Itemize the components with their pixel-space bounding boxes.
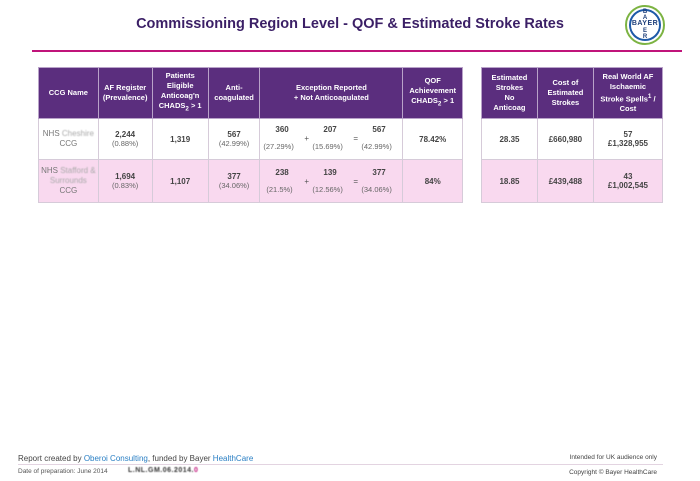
real-world-cell: 43 £1,002,545 [592, 159, 664, 203]
copyright: Copyright © Bayer HealthCare [569, 469, 657, 476]
report-credit: Report created by Oberoi Consulting, fun… [18, 454, 254, 463]
job-code: L.NL.GM.06.2014.0 [128, 467, 199, 474]
audience-note: Intended for UK audience only [569, 454, 657, 461]
eligible-cell: 1,107 [151, 159, 209, 203]
qof-table-header-row: CCG Name AF Register (Prevalence) Patient… [38, 67, 463, 119]
cost-cell: £660,980 [536, 118, 594, 160]
ccg-name-cell: NHS Cheshire CCG [38, 118, 99, 160]
eligible-cell: 1,319 [151, 118, 209, 160]
table-row: 28.35 £660,980 57 £1,328,955 [481, 118, 664, 160]
stroke-table-header-row: Estimated Strokes No Anticoag Cost of Estima… [481, 67, 664, 119]
header-estimated-strokes: Estimated Strokes No Anticoag [481, 67, 538, 119]
qof-table: CCG Name AF Register (Prevalence) Patient… [38, 67, 463, 203]
stroke-table: Estimated Strokes No Anticoag Cost of Estima… [481, 67, 664, 203]
header-anticoagulated: Anti-coagulated [207, 67, 261, 119]
header-real-world: Real World AF Ischaemic Stroke Spells1 /Co… [592, 67, 664, 119]
table-row: 18.85 £439,488 43 £1,002,545 [481, 159, 664, 203]
header-cost-estimated: Cost of Estimated Strokes [536, 67, 594, 119]
anticoagulated-cell: 567 (42.99%) [207, 118, 261, 160]
anticoagulated-cell: 377 (34.06%) [207, 159, 261, 203]
title-rule [32, 50, 682, 52]
page-title: Commissioning Region Level - QOF & Estim… [136, 16, 564, 32]
header-af-register: AF Register (Prevalence) [97, 67, 153, 119]
af-register-cell: 2,244 (0.88%) [97, 118, 153, 160]
exception-cell: 360 (27.29%) + 207 (15.69%) = 567 (42.99… [259, 118, 404, 160]
ccg-name-cell: NHS Stafford & Surrounds CCG [38, 159, 99, 203]
exception-cell: 238 (21.5%) + 139 (12.56%) = 377 (34.06%… [259, 159, 404, 203]
header-patients-eligible: Patients Eligible Anticoag'n CHADS2 > 1 [151, 67, 209, 119]
footer-rule [18, 464, 663, 465]
table-row: NHS Stafford & Surrounds CCG 1,694 (0.83%)… [38, 159, 463, 203]
header-qof-achievement: QOF Achievement CHADS2 > 1 [402, 67, 463, 119]
date-of-preparation: Date of preparation: June 2014 [18, 468, 108, 475]
oberoi-link[interactable]: Oberoi Consulting [83, 454, 148, 463]
estimated-strokes-cell: 18.85 [481, 159, 538, 203]
header-ccg-name: CCG Name [38, 67, 99, 119]
logo-ring [629, 9, 661, 41]
af-register-cell: 1,694 (0.83%) [97, 159, 153, 203]
logo-text-horizontal: BAYER [631, 20, 659, 27]
estimated-strokes-cell: 28.35 [481, 118, 538, 160]
cost-cell: £439,488 [536, 159, 594, 203]
qof-cell: 78.42% [402, 118, 463, 160]
table-row: NHS Cheshire CCG 2,244 (0.88%) 1,319 567 (4… [38, 118, 463, 160]
real-world-cell: 57 £1,328,955 [592, 118, 664, 160]
header-exception-reported: Exception Reported + Not Anticoagulated [259, 67, 404, 119]
qof-cell: 84% [402, 159, 463, 203]
